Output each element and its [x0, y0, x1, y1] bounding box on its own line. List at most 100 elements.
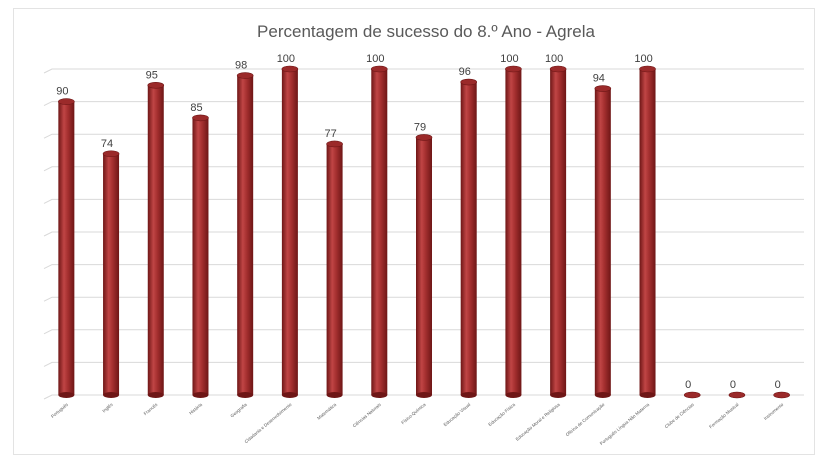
bar-body: [416, 137, 432, 395]
category-label: Educação Moral e Religiosa: [515, 402, 562, 442]
bar-base: [460, 392, 477, 398]
bar-body: [505, 69, 522, 395]
category-label: Físico-Química: [400, 402, 427, 426]
bar-base: [103, 392, 120, 398]
bar: [192, 114, 209, 398]
chart-frame: Percentagem de sucesso do 8.º Ano - Agre…: [13, 8, 815, 455]
bar-body: [58, 101, 75, 395]
data-label: 74: [101, 138, 113, 150]
bar-body: [594, 88, 611, 395]
bar-top: [728, 391, 746, 399]
data-label: 90: [56, 86, 68, 98]
bar: [683, 391, 701, 399]
category-label: Geografia: [229, 402, 248, 419]
category-labels: Português Inglês Francês História GeografiaC…: [50, 401, 785, 446]
bar: [236, 72, 254, 398]
bar: [281, 65, 299, 398]
category-label: Inglês: [101, 401, 114, 413]
bar-top: [415, 134, 433, 141]
bar: [549, 65, 567, 398]
bar: [147, 82, 165, 398]
chart-title: Percentagem de sucesso do 8.º Ano - Agre…: [257, 22, 595, 41]
bar: [639, 65, 656, 398]
bar: [594, 85, 612, 398]
bar-top: [192, 114, 209, 122]
bar-top: [639, 65, 656, 73]
bar-base: [505, 392, 522, 398]
category-label: Ciências Naturais: [352, 401, 383, 428]
bar-body: [237, 75, 254, 396]
bar-chart: Percentagem de sucesso do 8.º Ano - Agre…: [43, 22, 804, 446]
category-label: Educação Visual: [443, 402, 472, 427]
bar-body: [192, 117, 209, 396]
bar-top: [281, 65, 299, 73]
bar-top: [683, 391, 701, 399]
bar-base: [416, 392, 432, 398]
bar: [102, 150, 120, 398]
data-label: 79: [414, 121, 426, 133]
bar-top: [147, 82, 165, 89]
data-label: 94: [593, 73, 605, 85]
bar-body: [550, 69, 567, 395]
category-label: Formação Musical: [708, 402, 739, 429]
category-label: Educação Física: [487, 402, 516, 428]
bar-body: [147, 85, 164, 396]
bars: [58, 65, 790, 399]
bar-body: [326, 143, 343, 395]
bar-top: [236, 72, 254, 79]
bar: [773, 391, 790, 399]
bar-base: [371, 392, 388, 398]
category-label: Matemática: [316, 402, 337, 421]
data-label: 100: [545, 53, 563, 65]
data-label: 98: [235, 60, 247, 72]
data-label: 95: [146, 69, 158, 81]
bar-top: [102, 150, 120, 158]
bar-base: [281, 392, 298, 398]
bar-body: [371, 69, 388, 395]
data-label: 96: [459, 66, 471, 78]
bar-top: [326, 140, 343, 148]
bar-top: [505, 65, 522, 73]
category-label: Oficina de Comunicação: [565, 402, 606, 438]
bar-base: [58, 392, 75, 398]
category-label: Português Língua Não Materna: [599, 402, 651, 447]
bar: [326, 140, 343, 398]
bar: [505, 65, 522, 398]
data-label: 100: [366, 53, 384, 65]
category-label: Francês: [143, 401, 159, 416]
bar-base: [192, 392, 209, 398]
bar-body: [639, 69, 656, 395]
bar-top: [549, 65, 567, 73]
category-label: Clube de Ciências: [664, 401, 696, 429]
gridline: [43, 68, 804, 74]
category-label: Cidadania e Desenvolvimento: [244, 402, 293, 445]
bar: [415, 134, 433, 398]
category-label: Português: [50, 401, 70, 418]
bar-top: [460, 78, 478, 86]
data-label: 100: [634, 53, 652, 65]
data-label: 0: [730, 379, 736, 391]
bar: [728, 391, 746, 399]
bar-body: [460, 82, 477, 395]
bar: [460, 78, 478, 398]
bar-base: [326, 392, 343, 398]
bar-base: [639, 392, 656, 398]
data-label: 77: [324, 128, 336, 140]
category-label: História: [188, 402, 203, 416]
data-label: 0: [775, 379, 781, 391]
bar-base: [594, 392, 611, 398]
bar-body: [281, 69, 298, 395]
bar-base: [237, 392, 254, 398]
bar-top: [370, 65, 388, 73]
bar-base: [550, 392, 567, 398]
data-label: 100: [277, 53, 295, 65]
data-label: 85: [190, 102, 202, 114]
data-label: 0: [685, 379, 691, 391]
bar: [370, 65, 388, 398]
bar-base: [147, 392, 164, 398]
data-label: 100: [500, 53, 518, 65]
bar-top: [773, 391, 790, 399]
bar-top: [594, 85, 612, 92]
bar-body: [103, 153, 120, 395]
bar-top: [58, 98, 75, 105]
